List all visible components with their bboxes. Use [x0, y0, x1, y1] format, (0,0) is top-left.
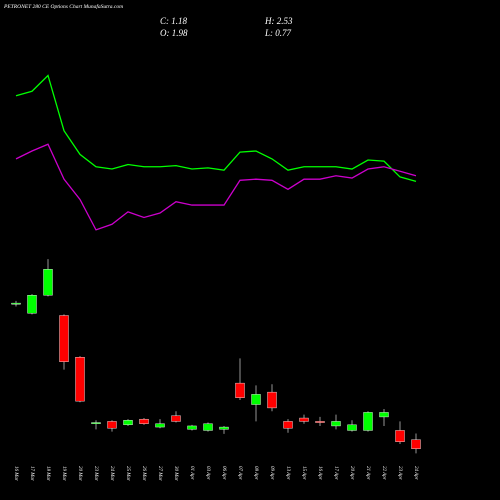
candle-body: [107, 421, 117, 429]
candle-body: [43, 269, 53, 296]
indicator-line: [15, 74, 417, 183]
x-tick-label: 23 Mar: [93, 466, 98, 481]
candle-body: [59, 315, 69, 362]
x-tick-label: 24 Mar: [109, 466, 114, 481]
x-tick-label: 18 Mar: [45, 466, 50, 481]
candle-body: [267, 391, 277, 409]
x-tick-label: 06 Apr: [221, 466, 226, 480]
x-tick-label: 16 Mar: [13, 466, 18, 481]
x-tick-label: 08 Apr: [253, 466, 258, 480]
candle-body: [187, 425, 197, 430]
x-tick-label: 17 Apr: [333, 466, 338, 480]
x-tick-label: 24 Apr: [413, 466, 418, 480]
candle-body: [11, 302, 21, 305]
x-tick-label: 19 Mar: [61, 466, 66, 481]
candle-body: [203, 423, 213, 431]
candle-body: [331, 421, 341, 427]
candle-body: [363, 412, 373, 431]
x-tick-label: 20 Apr: [349, 466, 354, 480]
x-tick-label: 20 Mar: [77, 466, 82, 481]
candle-body: [251, 394, 261, 405]
candle-body: [283, 421, 293, 429]
indicator-line: [15, 143, 417, 231]
x-tick-label: 22 Apr: [381, 466, 386, 480]
x-tick-label: 23 Apr: [397, 466, 402, 480]
candle-body: [315, 421, 325, 423]
close-label: C: 1.18: [160, 16, 188, 26]
x-tick-label: 09 Apr: [269, 466, 274, 480]
candle-body: [411, 439, 421, 449]
candle-body: [155, 423, 165, 428]
candle-body: [219, 426, 229, 430]
candle-body: [235, 382, 245, 398]
candle-body: [379, 412, 389, 418]
x-tick-label: 21 Apr: [365, 466, 370, 480]
candle-body: [27, 295, 37, 314]
chart-title: PETRONET 280 CE Options Chart MunafaSutr…: [3, 3, 123, 10]
candle-body: [347, 424, 357, 431]
x-tick-label: 15 Apr: [301, 466, 306, 480]
candle-body: [299, 417, 309, 422]
x-tick-label: 07 Apr: [237, 466, 242, 480]
x-tick-label: 16 Apr: [317, 466, 322, 480]
candle-body: [91, 422, 101, 424]
x-tick-label: 03 Apr: [205, 466, 210, 480]
candle-body: [123, 420, 133, 426]
low-label: L: 0.77: [264, 28, 292, 38]
x-tick-label: 13 Apr: [285, 466, 290, 480]
open-label: O: 1.98: [160, 28, 188, 38]
x-tick-label: 25 Mar: [125, 466, 130, 481]
candle-body: [171, 415, 181, 422]
x-tick-label: 26 Mar: [141, 466, 146, 481]
x-tick-label: 27 Mar: [157, 466, 162, 481]
x-tick-label: 01 Apr: [189, 466, 194, 480]
candle-body: [395, 430, 405, 442]
high-label: H: 2.53: [264, 16, 293, 26]
candle-body: [139, 418, 149, 424]
candle-body: [75, 357, 85, 402]
x-tick-label: 30 Mar: [173, 466, 178, 481]
x-tick-label: 17 Mar: [29, 466, 34, 481]
